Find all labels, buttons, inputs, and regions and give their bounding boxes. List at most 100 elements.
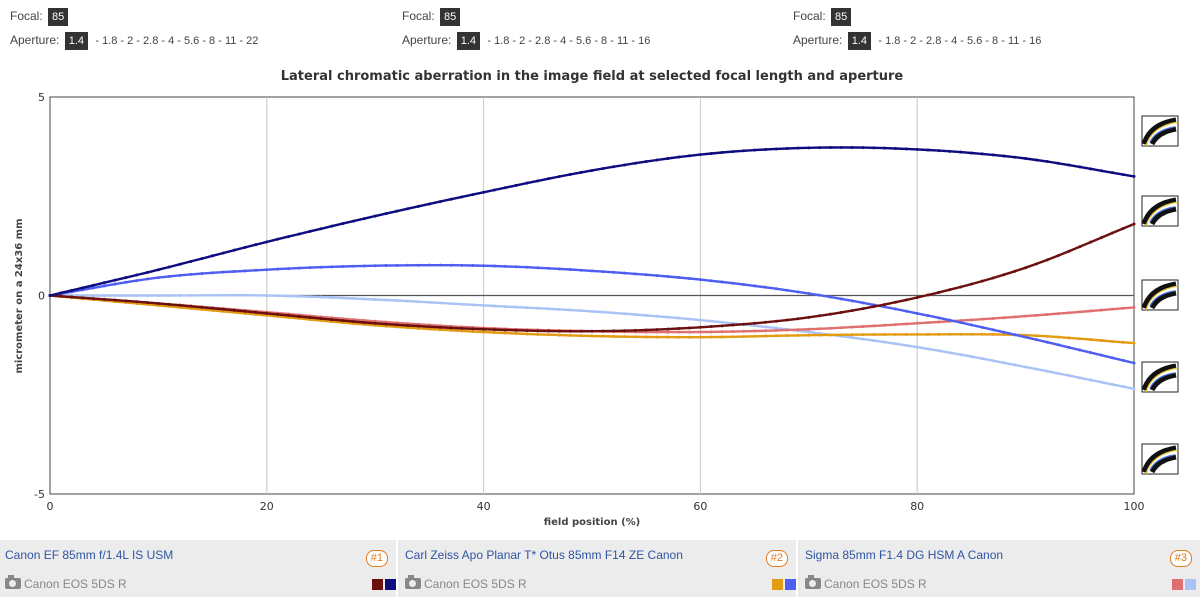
aperture-options[interactable]: - 1.8 - 2 - 2.8 - 4 - 5.6 - 8 - 11 - 16 — [878, 35, 1042, 47]
data-point — [818, 293, 822, 297]
icon-fringe — [1145, 367, 1179, 393]
data-point — [1013, 363, 1017, 367]
aperture-options[interactable]: - 1.8 - 2 - 2.8 - 4 - 5.6 - 8 - 11 - 16 — [487, 35, 651, 47]
data-point — [492, 331, 496, 335]
data-point — [1110, 171, 1114, 175]
data-point — [70, 288, 74, 292]
data-point — [1078, 310, 1082, 314]
data-point — [1078, 245, 1082, 249]
aperture-options[interactable]: - 1.8 - 2 - 2.8 - 4 - 5.6 - 8 - 11 - 22 — [95, 35, 259, 47]
data-point — [926, 347, 930, 351]
focal-select[interactable]: 85 — [831, 7, 852, 26]
data-point — [926, 293, 930, 297]
lens-name-link[interactable]: Carl Zeiss Apo Planar T* Otus 85mm F14 Z… — [405, 548, 683, 562]
aperture-select[interactable]: 1.4 — [847, 31, 871, 50]
data-point — [232, 293, 236, 297]
data-point — [514, 305, 518, 309]
data-point — [763, 329, 767, 333]
data-point — [211, 293, 215, 297]
data-point — [915, 345, 919, 349]
data-point — [709, 151, 713, 155]
data-point — [1110, 231, 1114, 235]
data-point — [1132, 361, 1136, 365]
data-point — [352, 264, 356, 268]
data-point — [688, 154, 692, 158]
data-point — [677, 316, 681, 320]
data-point — [243, 309, 247, 313]
aperture-label: Aperture: — [10, 33, 60, 47]
data-point — [1110, 339, 1114, 343]
data-point — [482, 303, 486, 307]
data-point — [395, 209, 399, 213]
data-point — [590, 269, 594, 273]
y-tick-label: 0 — [38, 290, 45, 303]
data-point — [655, 314, 659, 318]
data-point — [980, 317, 984, 321]
icon-fringe — [1145, 285, 1179, 311]
data-point — [492, 304, 496, 308]
data-point — [948, 351, 952, 355]
data-point — [427, 300, 431, 304]
data-point — [1078, 348, 1082, 352]
data-point — [514, 183, 518, 187]
camera-row: Canon EOS 5DS R — [805, 575, 927, 591]
data-point — [774, 334, 778, 338]
icon-fringe — [1149, 290, 1175, 307]
data-point — [91, 286, 95, 290]
data-point — [1056, 343, 1060, 347]
data-point — [807, 333, 811, 337]
data-point — [1024, 266, 1028, 270]
data-point — [384, 298, 388, 302]
aperture-select[interactable]: 1.4 — [64, 31, 88, 50]
data-point — [124, 299, 128, 303]
lens-name-link[interactable]: Canon EF 85mm f/1.4L IS USM — [5, 548, 174, 562]
aperture-label: Aperture: — [402, 33, 452, 47]
data-point — [623, 329, 627, 333]
data-point — [1099, 169, 1103, 173]
aberration-icons — [1141, 115, 1179, 475]
camera-name: Canon EOS 5DS R — [24, 577, 127, 591]
data-point — [655, 274, 659, 278]
data-point — [557, 174, 561, 178]
data-point — [243, 269, 247, 273]
data-point — [81, 294, 85, 297]
data-point — [850, 309, 854, 313]
data-point — [81, 286, 85, 290]
data-point — [612, 165, 616, 169]
chart-title: Lateral chromatic aberration in the imag… — [281, 69, 904, 84]
data-point — [969, 151, 973, 155]
data-point — [406, 263, 410, 267]
y-axis-label: micrometer on a 24x36 mm — [14, 218, 25, 373]
data-point — [774, 147, 778, 151]
data-point — [482, 330, 486, 334]
data-point — [796, 317, 800, 321]
data-point — [254, 243, 258, 247]
data-point — [449, 302, 453, 306]
data-point — [308, 229, 312, 233]
data-point — [959, 332, 963, 336]
data-point — [937, 149, 941, 153]
data-point — [232, 248, 236, 252]
data-point — [102, 284, 106, 288]
lens-name-link[interactable]: Sigma 85mm F1.4 DG HSM A Canon — [805, 548, 1004, 562]
data-point — [276, 312, 280, 316]
data-point — [688, 330, 692, 334]
data-point — [644, 328, 648, 332]
data-point — [1056, 254, 1060, 258]
data-point — [417, 204, 421, 208]
data-point — [1002, 273, 1006, 277]
data-point — [709, 335, 713, 339]
data-point — [807, 315, 811, 319]
data-point — [91, 297, 95, 301]
data-point — [373, 214, 377, 218]
icon-arc — [1141, 281, 1177, 309]
data-point — [525, 265, 529, 269]
data-point — [1013, 269, 1017, 273]
focal-select[interactable]: 85 — [440, 7, 461, 26]
data-point — [742, 329, 746, 333]
aperture-select[interactable]: 1.4 — [456, 31, 480, 50]
focal-select[interactable]: 85 — [48, 7, 69, 26]
data-point — [297, 232, 301, 236]
icon-fringe — [1149, 372, 1175, 389]
data-point — [482, 190, 486, 194]
